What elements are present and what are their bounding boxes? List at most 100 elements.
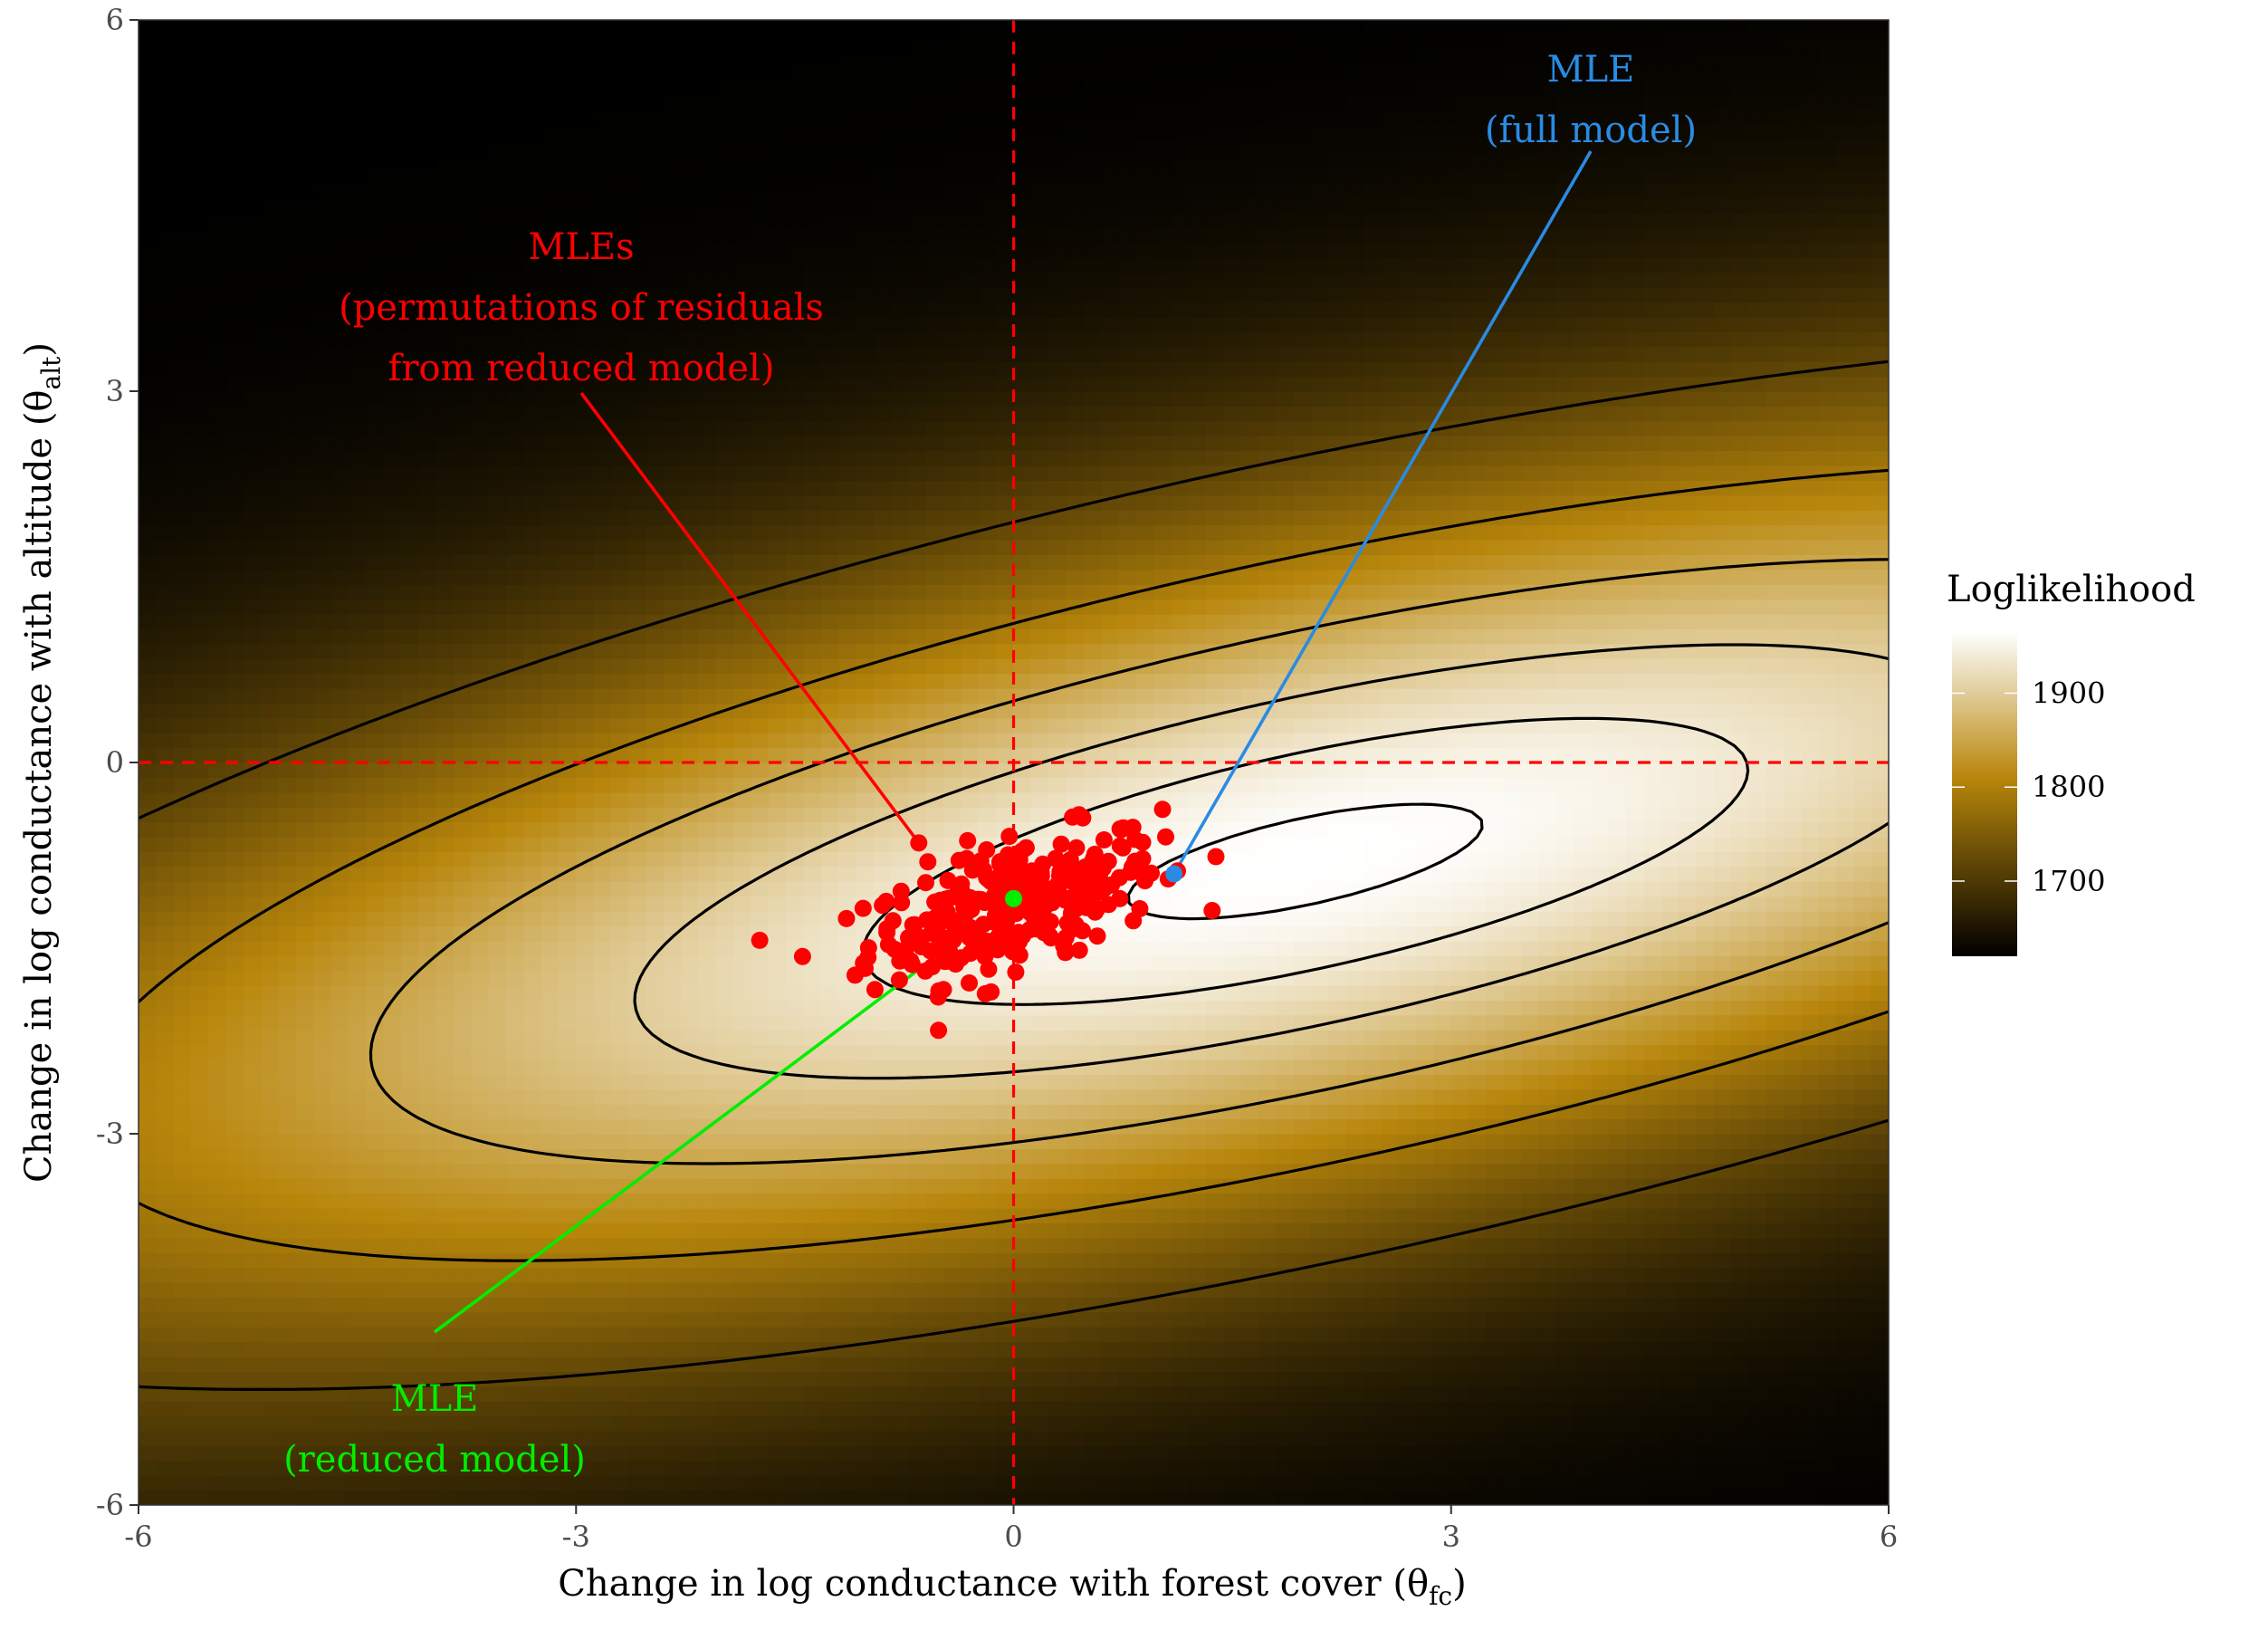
heatmap-cell	[278, 881, 297, 897]
heatmap-cell	[366, 317, 385, 332]
heatmap-cell	[139, 1000, 157, 1016]
heatmap-cell	[838, 391, 857, 407]
heatmap-cell	[295, 1030, 314, 1046]
heatmap-cell	[751, 346, 770, 362]
heatmap-cell	[628, 1460, 647, 1476]
heatmap-cell	[453, 584, 472, 600]
heatmap-cell	[330, 494, 349, 511]
heatmap-cell	[453, 465, 472, 481]
heatmap-cell	[996, 109, 1015, 125]
heatmap-cell	[366, 1237, 385, 1253]
heatmap-cell	[646, 94, 665, 110]
heatmap-cell	[453, 970, 472, 986]
heatmap-cell	[295, 480, 314, 496]
heatmap-cell	[471, 450, 490, 466]
heatmap-cell	[698, 20, 717, 35]
heatmap-cell	[768, 450, 787, 466]
heatmap-cell	[838, 925, 857, 942]
heatmap-cell	[330, 302, 349, 318]
heatmap-cell	[698, 1252, 717, 1269]
heatmap-cell	[681, 1237, 700, 1253]
heatmap-cell	[261, 733, 280, 749]
heatmap-cell	[733, 540, 752, 555]
heatmap-cell	[348, 272, 367, 288]
heatmap-cell	[925, 821, 944, 838]
heatmap-cell	[313, 1104, 332, 1120]
heatmap-cell	[453, 1445, 472, 1462]
heatmap-cell	[628, 866, 647, 882]
heatmap-cell	[208, 183, 227, 199]
heatmap-cell	[891, 1148, 910, 1165]
heatmap-cell	[173, 1415, 192, 1432]
heatmap-cell	[505, 1475, 524, 1491]
heatmap-cell	[628, 940, 647, 956]
heatmap-cell	[471, 79, 490, 95]
heatmap-cell	[313, 1030, 332, 1046]
heatmap-cell	[943, 1386, 962, 1402]
heatmap-cell	[190, 64, 209, 81]
heatmap-cell	[593, 1178, 612, 1194]
heatmap-cell	[348, 1431, 367, 1446]
heatmap-cell	[400, 1014, 419, 1031]
heatmap-cell	[435, 762, 455, 778]
heatmap-cell	[925, 703, 944, 719]
heatmap-cell	[856, 1415, 875, 1432]
heatmap-cell	[330, 628, 349, 645]
heatmap-cell	[435, 391, 455, 407]
heatmap-cell	[961, 480, 980, 496]
heatmap-cell	[471, 896, 490, 912]
heatmap-cell	[558, 480, 577, 496]
heatmap-cell	[471, 940, 490, 956]
heatmap-cell	[261, 79, 280, 95]
heatmap-cell	[576, 109, 595, 125]
heatmap-cell	[190, 762, 209, 778]
heatmap-cell	[576, 896, 595, 912]
heatmap-cell	[366, 955, 385, 972]
heatmap-cell	[295, 243, 314, 258]
heatmap-cell	[646, 569, 665, 585]
heatmap-cell	[663, 94, 682, 110]
heatmap-cell	[820, 1044, 839, 1060]
heatmap-cell	[891, 1237, 910, 1253]
heatmap-cell	[698, 658, 717, 675]
heatmap-cell	[330, 881, 349, 897]
heatmap-cell	[576, 1311, 595, 1328]
heatmap-cell	[698, 866, 717, 882]
heatmap-cell	[261, 1148, 280, 1165]
heatmap-cell	[908, 1178, 927, 1194]
heatmap-cell	[996, 791, 1015, 808]
heatmap-cell	[558, 20, 577, 35]
heatmap-cell	[400, 243, 419, 258]
heatmap-cell	[838, 955, 857, 972]
heatmap-cell	[295, 1341, 314, 1357]
heatmap-cell	[348, 1178, 367, 1194]
heatmap-cell	[139, 465, 157, 481]
heatmap-cell	[453, 109, 472, 125]
heatmap-cell	[768, 331, 787, 348]
heatmap-cell	[996, 465, 1015, 481]
heatmap-cell	[471, 272, 490, 288]
heatmap-cell	[663, 287, 682, 303]
heatmap-cell	[313, 985, 332, 1001]
heatmap-cell	[523, 213, 542, 229]
heatmap-cell	[996, 1193, 1015, 1209]
heatmap-cell	[856, 733, 875, 749]
heatmap-cell	[908, 1490, 927, 1505]
heatmap-cell	[523, 153, 542, 169]
heatmap-cell	[891, 1014, 910, 1031]
heatmap-cell	[786, 94, 805, 110]
heatmap-cell	[471, 1267, 490, 1283]
heatmap-cell	[576, 1431, 595, 1446]
heatmap-cell	[208, 985, 227, 1001]
heatmap-cell	[978, 569, 997, 585]
heatmap-cell	[593, 109, 612, 125]
heatmap-cell	[173, 1252, 192, 1269]
heatmap-cell	[471, 1118, 490, 1135]
heatmap-cell	[803, 881, 822, 897]
heatmap-cell	[820, 1415, 839, 1432]
heatmap-cell	[891, 465, 910, 481]
heatmap-cell	[996, 643, 1015, 659]
heatmap-cell	[295, 1237, 314, 1253]
heatmap-cell	[610, 1118, 629, 1135]
heatmap-cell	[593, 643, 612, 659]
